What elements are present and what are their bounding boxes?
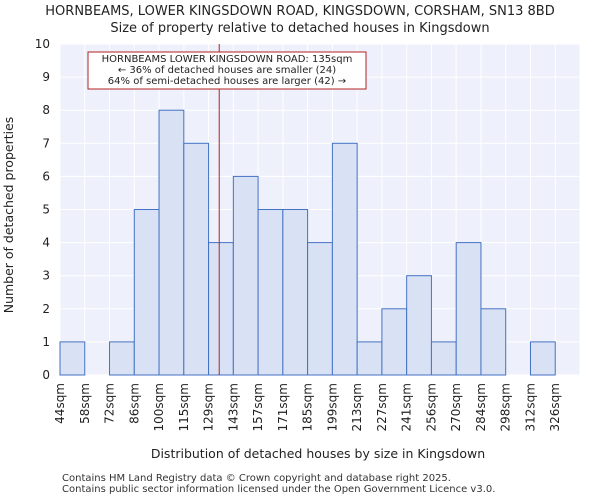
x-tick-label: 284sqm	[474, 383, 488, 431]
bars	[59, 109, 556, 376]
y-tick-label: 4	[42, 236, 50, 250]
x-tick-label: 44sqm	[53, 383, 67, 424]
footer-copyright: Contains HM Land Registry data © Crown c…	[62, 473, 451, 484]
y-tick-label: 2	[42, 302, 50, 316]
x-axis-label: Distribution of detached houses by size …	[151, 446, 485, 461]
bar-115sqm	[183, 142, 210, 376]
x-tick-label: 199sqm	[325, 383, 339, 431]
x-tick-label: 157sqm	[251, 383, 265, 431]
x-tick-label: 115sqm	[177, 383, 191, 431]
bar-270sqm	[455, 242, 482, 376]
chart-title: HORNBEAMS, LOWER KINGSDOWN ROAD, KINGSDO…	[45, 4, 554, 19]
x-tick-label: 58sqm	[78, 383, 92, 424]
x-tick-label: 256sqm	[424, 383, 438, 431]
bar-171sqm	[282, 209, 309, 376]
x-tick-label: 312sqm	[523, 383, 537, 431]
bar-72sqm	[109, 341, 135, 376]
y-tick-label: 10	[35, 37, 50, 51]
y-tick-label: 3	[42, 269, 50, 283]
x-tick-label: 143sqm	[226, 383, 240, 431]
bar-227sqm	[381, 308, 408, 376]
annotation-border	[87, 51, 367, 90]
bar-241sqm	[406, 275, 432, 376]
bar-86sqm	[133, 209, 160, 376]
x-tick-label: 241sqm	[400, 383, 414, 431]
x-tick-label: 298sqm	[499, 383, 513, 431]
bar-213sqm	[356, 341, 383, 376]
x-axis-ticks: 44sqm 58sqm 72sqm 86sqm 100sqm 115sqm 129sqm 14…	[53, 383, 562, 431]
y-tick-label: 8	[42, 103, 50, 117]
bar-100sqm	[158, 109, 185, 376]
bar-312sqm	[529, 341, 556, 376]
x-tick-label: 72sqm	[103, 383, 117, 424]
y-axis-ticks: 0 1 2 3 4 5 6 7 8 9 10	[35, 37, 50, 382]
y-tick-label: 7	[42, 136, 50, 150]
x-tick-label: 86sqm	[127, 383, 141, 424]
bar-256sqm	[430, 341, 457, 376]
x-tick-label: 171sqm	[276, 383, 290, 431]
bar-199sqm	[331, 142, 358, 376]
y-tick-label: 6	[42, 169, 50, 183]
y-axis-label: Number of detached properties	[1, 117, 16, 314]
bar-143sqm	[232, 175, 259, 376]
annotation-box: HORNBEAMS LOWER KINGSDOWN ROAD: 135sqm ←…	[87, 51, 367, 90]
x-tick-label: 270sqm	[449, 383, 463, 431]
footer-licence: Contains public sector information licen…	[62, 484, 496, 495]
annotation-line-1: HORNBEAMS LOWER KINGSDOWN ROAD: 135sqm	[102, 54, 353, 65]
x-tick-label: 227sqm	[375, 383, 389, 431]
x-tick-label: 213sqm	[350, 383, 364, 431]
y-tick-label: 9	[42, 70, 50, 84]
bar-44sqm	[59, 341, 86, 376]
y-tick-label: 5	[42, 203, 50, 217]
y-tick-label: 0	[42, 368, 50, 382]
bar-157sqm	[257, 209, 284, 376]
bar-284sqm	[480, 308, 507, 376]
bar-185sqm	[307, 242, 333, 376]
bar-129sqm	[208, 242, 234, 376]
annotation-line-3: 64% of semi-detached houses are larger (…	[108, 76, 346, 87]
x-tick-label: 100sqm	[152, 383, 166, 431]
x-tick-label: 185sqm	[301, 383, 315, 431]
chart-subtitle: Size of property relative to detached ho…	[110, 21, 489, 36]
annotation-line-2: ← 36% of detached houses are smaller (24…	[118, 65, 336, 76]
x-tick-label: 129sqm	[202, 383, 216, 431]
y-tick-label: 1	[42, 335, 50, 349]
x-tick-label: 326sqm	[548, 383, 562, 431]
